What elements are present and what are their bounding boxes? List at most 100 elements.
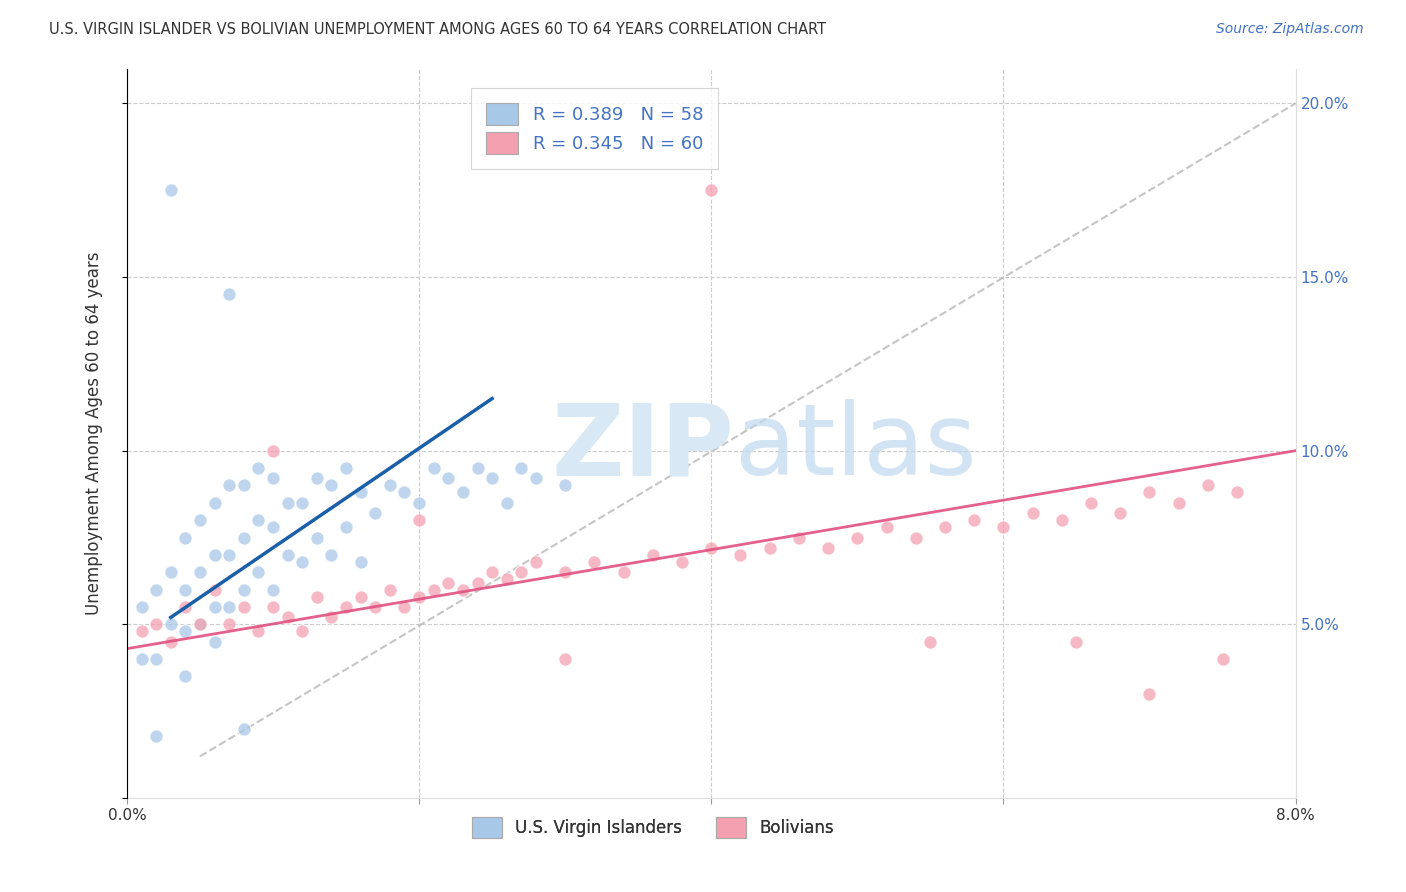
Point bbox=[174, 531, 197, 545]
Point bbox=[335, 461, 357, 475]
Point bbox=[247, 461, 270, 475]
Point bbox=[188, 566, 211, 580]
Point bbox=[495, 572, 517, 586]
Point bbox=[262, 443, 284, 458]
Point bbox=[394, 485, 416, 500]
Point bbox=[700, 183, 723, 197]
Point bbox=[510, 566, 533, 580]
Point bbox=[613, 566, 636, 580]
Point bbox=[247, 624, 270, 639]
Point bbox=[451, 582, 474, 597]
Point bbox=[188, 617, 211, 632]
Point bbox=[467, 461, 489, 475]
Point bbox=[291, 555, 314, 569]
Point bbox=[524, 471, 547, 485]
Point bbox=[204, 548, 226, 562]
Point bbox=[510, 461, 533, 475]
Point bbox=[846, 531, 869, 545]
Point bbox=[232, 478, 254, 492]
Point bbox=[1167, 496, 1189, 510]
Point bbox=[876, 520, 898, 534]
Point bbox=[904, 531, 927, 545]
Point bbox=[188, 617, 211, 632]
Point bbox=[204, 582, 226, 597]
Point bbox=[305, 471, 328, 485]
Point bbox=[467, 575, 489, 590]
Text: atlas: atlas bbox=[734, 400, 976, 496]
Point bbox=[1226, 485, 1249, 500]
Point bbox=[993, 520, 1015, 534]
Point bbox=[321, 610, 343, 624]
Point bbox=[378, 478, 401, 492]
Point bbox=[554, 566, 576, 580]
Point bbox=[700, 541, 723, 555]
Point bbox=[554, 478, 576, 492]
Point bbox=[408, 496, 430, 510]
Point bbox=[262, 599, 284, 614]
Point bbox=[1139, 485, 1161, 500]
Text: Source: ZipAtlas.com: Source: ZipAtlas.com bbox=[1216, 22, 1364, 37]
Point bbox=[145, 617, 167, 632]
Point bbox=[159, 617, 181, 632]
Point bbox=[131, 624, 153, 639]
Point bbox=[321, 478, 343, 492]
Point bbox=[204, 496, 226, 510]
Point bbox=[218, 287, 240, 301]
Point bbox=[159, 634, 181, 648]
Point bbox=[262, 582, 284, 597]
Point bbox=[554, 652, 576, 666]
Point bbox=[451, 485, 474, 500]
Point bbox=[350, 485, 373, 500]
Point bbox=[437, 575, 460, 590]
Point bbox=[131, 599, 153, 614]
Point bbox=[145, 582, 167, 597]
Point bbox=[174, 624, 197, 639]
Point bbox=[408, 590, 430, 604]
Point bbox=[232, 599, 254, 614]
Point bbox=[262, 471, 284, 485]
Legend: U.S. Virgin Islanders, Bolivians: U.S. Virgin Islanders, Bolivians bbox=[465, 811, 841, 845]
Point bbox=[1080, 496, 1102, 510]
Point bbox=[758, 541, 780, 555]
Point bbox=[145, 729, 167, 743]
Point bbox=[218, 548, 240, 562]
Point bbox=[277, 548, 299, 562]
Point bbox=[641, 548, 664, 562]
Point bbox=[247, 566, 270, 580]
Point bbox=[218, 478, 240, 492]
Point bbox=[335, 599, 357, 614]
Point bbox=[204, 634, 226, 648]
Point bbox=[1021, 506, 1043, 520]
Point bbox=[247, 513, 270, 527]
Point bbox=[583, 555, 606, 569]
Point bbox=[394, 599, 416, 614]
Point bbox=[218, 617, 240, 632]
Point bbox=[920, 634, 942, 648]
Point bbox=[188, 513, 211, 527]
Point bbox=[321, 548, 343, 562]
Point bbox=[291, 624, 314, 639]
Point bbox=[963, 513, 986, 527]
Point bbox=[408, 513, 430, 527]
Point bbox=[262, 520, 284, 534]
Point bbox=[1197, 478, 1219, 492]
Point bbox=[232, 582, 254, 597]
Point bbox=[159, 183, 181, 197]
Point bbox=[422, 461, 444, 475]
Point bbox=[495, 496, 517, 510]
Point bbox=[159, 566, 181, 580]
Point bbox=[291, 496, 314, 510]
Point bbox=[437, 471, 460, 485]
Point bbox=[174, 582, 197, 597]
Text: U.S. VIRGIN ISLANDER VS BOLIVIAN UNEMPLOYMENT AMONG AGES 60 TO 64 YEARS CORRELAT: U.S. VIRGIN ISLANDER VS BOLIVIAN UNEMPLO… bbox=[49, 22, 827, 37]
Point bbox=[174, 599, 197, 614]
Point bbox=[787, 531, 810, 545]
Point bbox=[305, 531, 328, 545]
Point bbox=[364, 506, 387, 520]
Point bbox=[131, 652, 153, 666]
Point bbox=[350, 555, 373, 569]
Point bbox=[524, 555, 547, 569]
Point bbox=[817, 541, 839, 555]
Point bbox=[232, 722, 254, 736]
Point bbox=[1050, 513, 1073, 527]
